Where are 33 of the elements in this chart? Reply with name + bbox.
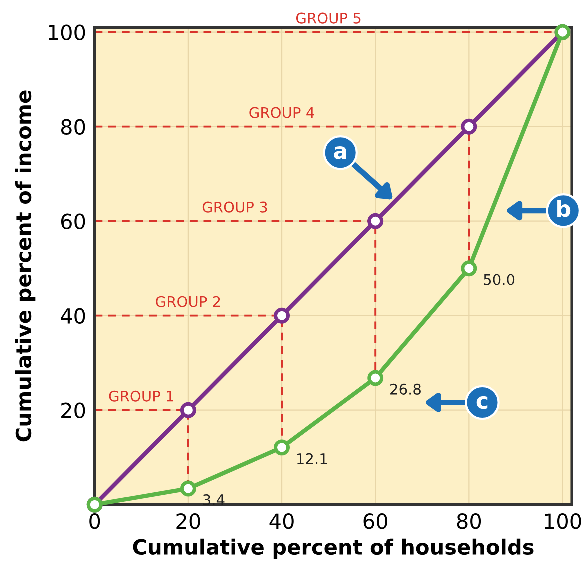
y-tick-label: 80 <box>61 119 86 136</box>
point <box>461 118 478 135</box>
data-label: 12.1 <box>298 453 328 464</box>
x-tick-label: 80 <box>457 514 482 530</box>
x-tick-label: 20 <box>176 514 200 530</box>
series-label: GROUP 5 <box>296 12 361 24</box>
x-tick-label: 60 <box>364 514 388 530</box>
point <box>368 370 384 386</box>
x-axis-title: Cumulative percent of households <box>133 538 534 560</box>
point <box>368 213 384 230</box>
point <box>461 260 478 277</box>
series-label: GROUP 1 <box>109 390 174 402</box>
y-axis-title: Cumulative percent of income <box>15 90 36 442</box>
data-label: 3.4 <box>203 494 225 506</box>
annotation: a <box>334 146 346 160</box>
y-tick-label: 60 <box>61 214 86 230</box>
point <box>180 480 196 497</box>
point <box>274 440 290 456</box>
series-label: GROUP 2 <box>156 296 220 308</box>
x-tick-label: 100 <box>545 514 582 530</box>
data-label: 50.0 <box>484 274 515 286</box>
point <box>274 308 290 324</box>
series-label: GROUP 3 <box>202 202 268 213</box>
x-tick-label: 40 <box>270 514 294 530</box>
y-tick-label: 100 <box>49 24 86 41</box>
series-label: GROUP 4 <box>250 107 314 118</box>
point <box>180 402 196 418</box>
data-label: 26.8 <box>390 384 421 395</box>
x-tick-label: 0 <box>90 514 100 530</box>
annotation: c <box>476 396 488 410</box>
y-tick-label: 20 <box>62 402 86 419</box>
y-tick-label: 40 <box>61 308 86 324</box>
annotation: b <box>558 200 571 218</box>
